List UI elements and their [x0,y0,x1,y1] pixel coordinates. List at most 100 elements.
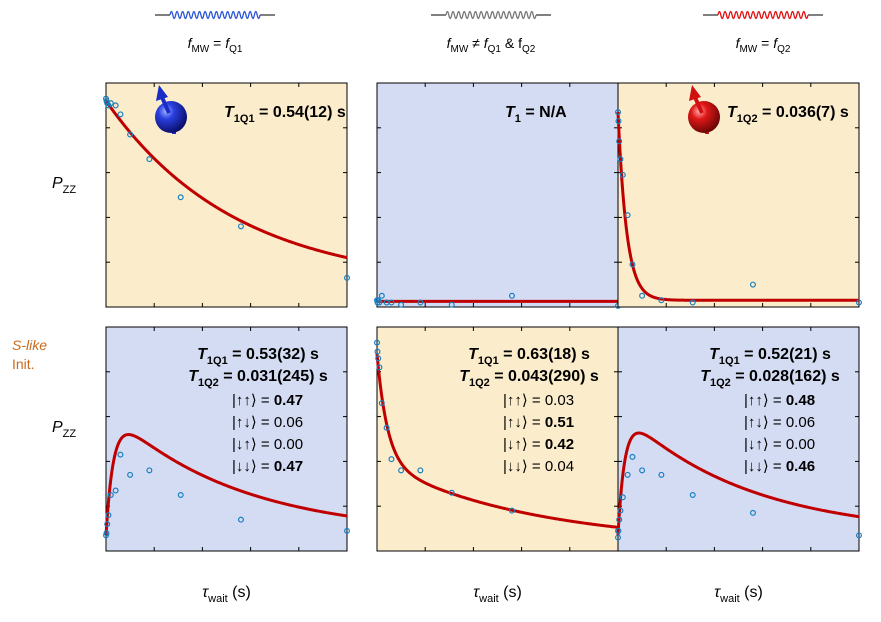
x-label-sub: wait [207,593,228,605]
data-point [112,487,119,494]
data-point [615,118,622,125]
data-point [388,456,395,463]
data-point [105,512,112,519]
T-subscript: 1Q2 [737,113,758,125]
relation: = [209,35,225,51]
plot-area [105,82,348,308]
data-point [344,274,351,281]
T-value: = N/A [521,104,567,121]
spin-arrow-head [156,85,168,101]
data-point [103,530,110,537]
header-label: fMW = fQ1 [188,35,243,55]
panel-b: T1 = N/A [374,82,621,309]
data-point [112,102,119,109]
data-point [658,297,665,304]
data-point [344,527,351,534]
T-value: = 0.031(245) s [219,368,328,385]
T-symbol: T [709,346,720,363]
data-point [107,492,114,499]
T-value: = 0.53(32) s [228,346,319,363]
relation: ≠ [468,35,483,51]
x-axis-label: τwait (s) [714,584,763,605]
lifetime-label: T1Q2 = 0.028(162) s [700,368,840,389]
data-point [398,301,405,308]
T-subscript: 1Q2 [469,377,490,389]
x-label-sub: wait [478,593,499,605]
population-label: |↓↑⟩ = 0.00 [744,436,815,453]
data-point [616,138,623,145]
fit-curve [616,431,860,536]
data-point [177,492,184,499]
x-label-unit: (s) [499,584,522,601]
ket: |↑↑⟩ = [744,392,786,409]
population-label: |↑↓⟩ = 0.06 [232,414,303,431]
data-point [127,131,134,138]
data-point [378,292,385,299]
subscript: MW [739,44,757,55]
T-symbol: T [188,368,199,385]
T-symbol: T [197,346,208,363]
population-value: 0.06 [274,414,303,431]
row-label-line2: Init. [12,356,35,372]
population-label: |↑↑⟩ = 0.03 [503,392,574,409]
row-label-bottom: S-like Init. [12,337,47,372]
data-point [855,299,862,306]
data-point [614,534,621,541]
fit-curve [375,353,619,529]
sphere [688,101,720,133]
ket: |↓↓⟩ = [232,458,274,475]
lifetime-label: T1Q1 = 0.53(32) s [197,346,319,367]
data-point [375,355,382,362]
population-value: 0.42 [545,436,574,453]
ket: |↓↑⟩ = [232,436,274,453]
ticks [617,326,860,552]
population-label: |↑↑⟩ = 0.47 [232,392,303,409]
population-value: 0.03 [545,392,574,409]
y-label-sub: ZZ [63,184,77,196]
fit-curve [104,99,348,260]
population-label: |↑↓⟩ = 0.06 [744,414,815,431]
ticks [105,82,348,308]
ket: |↑↑⟩ = [503,392,545,409]
x-label-main: τ [714,584,721,601]
data-point [117,451,124,458]
population-label: |↓↓⟩ = 0.04 [503,458,574,475]
data-point [417,467,424,474]
data-point [639,292,646,299]
data-point [508,507,515,514]
x-label-unit: (s) [228,584,251,601]
x-label-main: τ [202,584,209,601]
spin-arrow-head [689,85,701,101]
plot-area [617,326,860,552]
header-1: fMW = fQ1 [155,10,275,55]
plot-area [376,82,619,308]
T-subscript: 1Q1 [234,113,255,125]
data-point [624,212,631,219]
data-point [624,471,631,478]
data-point [614,109,621,116]
T-value: = 0.036(7) s [758,104,849,121]
data-point [615,527,622,534]
ket: |↑↓⟩ = [503,414,545,431]
population-value: 0.00 [786,436,815,453]
plot-area [105,326,348,552]
subscript: Q2 [777,44,791,55]
sphere [155,101,187,133]
data-point [127,471,134,478]
data-point [376,364,383,371]
data-point [617,156,624,163]
T-value: = 0.54(12) s [255,104,346,121]
T-symbol: T [700,368,711,385]
data-point [398,467,405,474]
header-label: fMW = fQ2 [736,35,791,55]
population-label: |↑↓⟩ = 0.51 [503,414,574,431]
coil-icon [169,10,261,20]
data-point [146,467,153,474]
data-point [383,424,390,431]
population-value: 0.46 [786,458,815,475]
population-label: |↓↓⟩ = 0.47 [232,458,303,475]
data-point [448,489,455,496]
header-label: fMW ≠ fQ1 & fQ2 [447,35,536,55]
plot-area [617,82,860,308]
